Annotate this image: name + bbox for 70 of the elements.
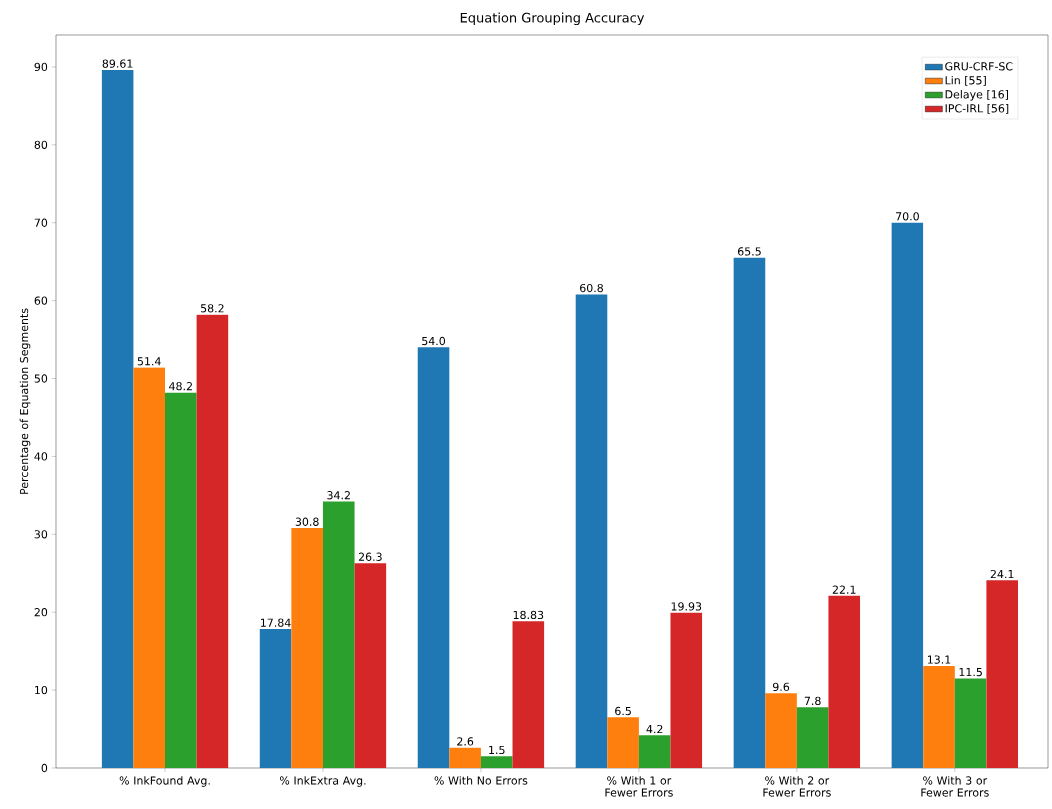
data-label: 89.61 — [102, 59, 133, 68]
y-tick-label: 0 — [41, 763, 48, 773]
data-label: 26.3 — [358, 552, 382, 561]
data-label: 18.83 — [513, 610, 544, 620]
data-label: 6.5 — [615, 706, 631, 716]
y-tick-label: 90 — [34, 62, 48, 72]
bar — [638, 735, 671, 768]
bar — [954, 678, 987, 768]
data-label: 51.4 — [137, 357, 161, 366]
bar — [607, 717, 639, 768]
bar — [828, 595, 861, 768]
bar — [891, 222, 924, 768]
data-label: 30.8 — [295, 517, 319, 526]
legend-label: GRU-CRF-SC — [945, 62, 1013, 71]
bar — [322, 501, 355, 768]
data-label: 22.1 — [832, 585, 856, 594]
y-tick-label: 60 — [34, 296, 48, 305]
y-tick-label: 10 — [35, 685, 48, 695]
bar — [196, 314, 229, 768]
data-label: 70.0 — [896, 212, 919, 221]
chart-title: Equation Grouping Accuracy — [460, 12, 645, 26]
data-label: 13.1 — [927, 655, 951, 664]
legend-label: Lin [55] — [945, 75, 986, 86]
bar — [165, 392, 197, 768]
bar — [986, 580, 1018, 768]
bar — [354, 563, 387, 768]
data-label: 24.1 — [990, 569, 1014, 579]
y-tick-label: 20 — [34, 608, 48, 617]
y-tick-label: 50 — [34, 374, 48, 383]
bar — [101, 69, 134, 768]
data-label: 19.93 — [671, 602, 702, 611]
bar — [480, 756, 513, 768]
bar — [449, 747, 481, 768]
data-label: 1.5 — [489, 745, 505, 755]
y-tick-label: 70 — [34, 218, 48, 227]
legend-label: Delaye [16] — [945, 90, 1008, 101]
bar — [670, 612, 703, 768]
data-label: 7.8 — [804, 696, 821, 706]
y-tick-label: 80 — [34, 140, 48, 149]
bar — [796, 707, 829, 768]
data-label: 4.2 — [646, 724, 663, 734]
data-label: 48.2 — [169, 382, 192, 391]
y-tick-label: 40 — [34, 452, 48, 461]
data-label: 2.6 — [457, 737, 474, 746]
bar — [259, 629, 292, 768]
data-label: 65.5 — [737, 247, 761, 256]
data-label: 17.84 — [261, 618, 291, 627]
x-tick-label: % With 3 or Fewer Errors — [921, 776, 989, 797]
bar — [575, 294, 608, 768]
bar — [923, 665, 955, 768]
bar — [733, 257, 766, 768]
bar — [512, 621, 545, 768]
data-label: 34.2 — [327, 491, 350, 500]
bar — [291, 528, 323, 768]
x-tick-label: % With 2 or Fewer Errors — [763, 776, 831, 797]
data-label: 58.2 — [200, 304, 224, 313]
bar — [417, 347, 450, 768]
x-tick-label: % With No Errors — [434, 776, 528, 785]
legend-label: IPC-IRL [56] — [945, 104, 1009, 114]
data-label: 11.5 — [959, 668, 982, 677]
bar — [133, 367, 165, 768]
x-tick-label: % InkExtra Avg. — [279, 776, 366, 787]
x-tick-label: % With 1 or Fewer Errors — [605, 776, 673, 797]
data-label: 60.8 — [580, 283, 603, 293]
bar — [765, 693, 797, 768]
y-axis-title: Percentage of Equation Segments — [19, 308, 31, 494]
y-tick-label: 30 — [34, 530, 48, 539]
x-tick-label: % InkFound Avg. — [119, 776, 210, 787]
data-label: 54.0 — [422, 336, 446, 346]
data-label: 9.6 — [773, 682, 790, 692]
